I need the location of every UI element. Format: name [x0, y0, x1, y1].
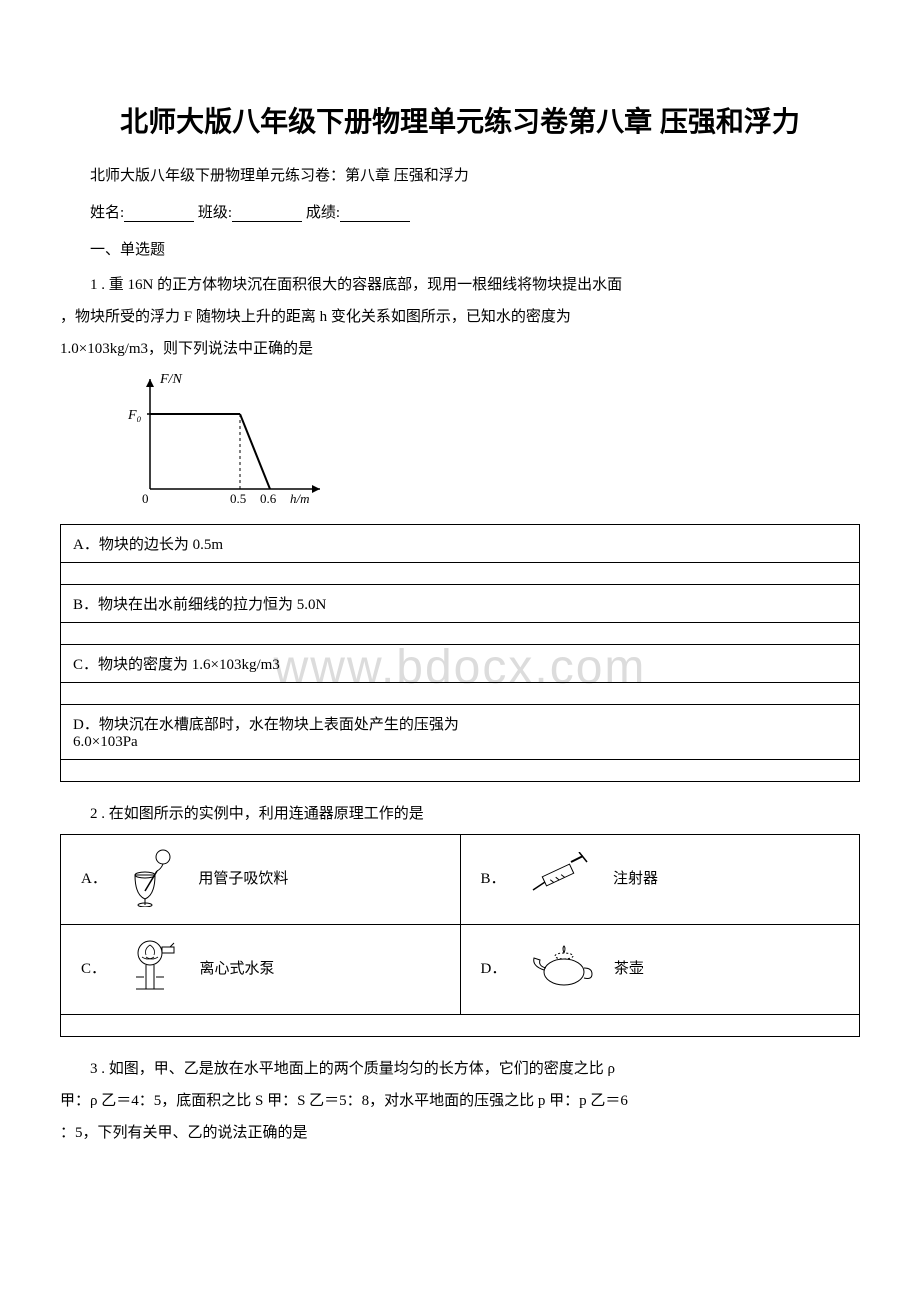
- score-label: 成绩:: [306, 205, 340, 221]
- q2-option-a: A． 用管子吸饮料: [61, 835, 461, 925]
- class-label: 班级:: [198, 205, 232, 221]
- q1-option-d-line2: 6.0×103Pa: [73, 734, 138, 750]
- q2-options-table: A． 用管子吸饮料 B．: [60, 834, 860, 1037]
- q1-stem-line1: 1 . 重 16N 的正方体物块沉在面积很大的容器底部，现用一根细线将物块提出水…: [60, 273, 860, 297]
- q2-c-label: C．: [81, 961, 106, 977]
- q2-stem: 2 . 在如图所示的实例中，利用连通器原理工作的是: [60, 802, 860, 826]
- graph-y-value: F₀: [127, 408, 142, 423]
- q2-d-label: D．: [481, 961, 507, 977]
- q1-option-d: D．物块沉在水槽底部时，水在物块上表面处产生的压强为 6.0×103Pa: [61, 705, 860, 760]
- q1-gap: [61, 683, 860, 705]
- q1-stem-line3: 1.0×103kg/m3，则下列说法中正确的是: [60, 337, 860, 361]
- straw-drink-icon: [127, 847, 181, 912]
- q1-gap: [61, 623, 860, 645]
- q2-b-label: B．: [481, 871, 506, 887]
- name-label: 姓名:: [90, 205, 124, 221]
- centrifugal-pump-icon: [126, 937, 182, 1002]
- section-heading: 一、单选题: [60, 238, 860, 259]
- q3-line3: ：5，下列有关甲、乙的说法正确的是: [60, 1121, 860, 1145]
- q1-graph: F/N F₀ 0 0.5 0.6 h/m: [120, 369, 860, 514]
- graph-x-tick1: 0.5: [230, 491, 246, 506]
- q2-option-d: D． 茶壶: [460, 925, 860, 1015]
- q2-a-text: 用管子吸饮料: [198, 871, 288, 887]
- q2-a-label: A．: [81, 871, 107, 887]
- graph-y-label: F/N: [159, 372, 182, 387]
- document-content: 北师大版八年级下册物理单元练习卷第八章 压强和浮力 北师大版八年级下册物理单元练…: [60, 100, 860, 1145]
- q1-option-d-line1: D．物块沉在水槽底部时，水在物块上表面处产生的压强为: [73, 717, 459, 733]
- q1-stem-line2: ，物块所受的浮力 F 随物块上升的距离 h 变化关系如图所示，已知水的密度为: [60, 305, 860, 329]
- graph-origin: 0: [142, 491, 149, 506]
- page-title: 北师大版八年级下册物理单元练习卷第八章 压强和浮力: [60, 100, 860, 140]
- q1-option-a: A．物块的边长为 0.5m: [61, 525, 860, 563]
- subtitle: 北师大版八年级下册物理单元练习卷：第八章 压强和浮力: [60, 164, 860, 185]
- class-blank: [232, 206, 302, 222]
- q3-line2: 甲：ρ 乙＝4：5，底面积之比 S 甲：S 乙＝5：8，对水平地面的压强之比 p…: [60, 1089, 860, 1113]
- q1-gap: [61, 563, 860, 585]
- syringe-icon: [525, 852, 595, 907]
- q1-gap: [61, 760, 860, 782]
- graph-x-tick2: 0.6: [260, 491, 277, 506]
- name-blank: [124, 206, 194, 222]
- q2-d-text: 茶壶: [614, 961, 644, 977]
- q1-options-table: A．物块的边长为 0.5m B．物块在出水前细线的拉力恒为 5.0N C．物块的…: [60, 524, 860, 782]
- q2-option-b: B． 注射器: [460, 835, 860, 925]
- graph-x-label: h/m: [290, 491, 310, 506]
- q3-line1: 3 . 如图，甲、乙是放在水平地面上的两个质量均匀的长方体，它们的密度之比 ρ: [60, 1057, 860, 1081]
- q2-gap: [61, 1015, 860, 1037]
- q2-option-c: C． 离心式水泵: [61, 925, 461, 1015]
- q2-c-text: 离心式水泵: [200, 961, 275, 977]
- form-line: 姓名: 班级: 成绩:: [60, 201, 860, 222]
- q1-option-c: C．物块的密度为 1.6×103kg/m3: [61, 645, 860, 683]
- q1-option-b: B．物块在出水前细线的拉力恒为 5.0N: [61, 585, 860, 623]
- teapot-icon: [526, 942, 596, 997]
- score-blank: [340, 206, 410, 222]
- q2-b-text: 注射器: [613, 871, 658, 887]
